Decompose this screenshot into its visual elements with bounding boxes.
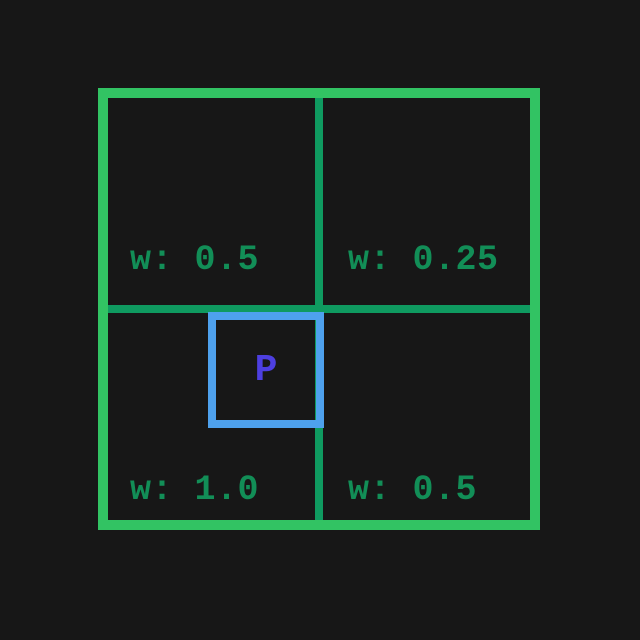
center-letter: P [255, 349, 278, 392]
quad-label-top-left: w: 0.5 [130, 240, 259, 280]
diagram-stage: w: 0.5 w: 0.25 w: 1.0 w: 0.5 P [0, 0, 640, 640]
center-box: P [208, 312, 324, 428]
quad-label-bottom-left: w: 1.0 [130, 470, 259, 510]
quad-label-top-right: w: 0.25 [348, 240, 499, 280]
quad-label-bottom-right: w: 0.5 [348, 470, 477, 510]
